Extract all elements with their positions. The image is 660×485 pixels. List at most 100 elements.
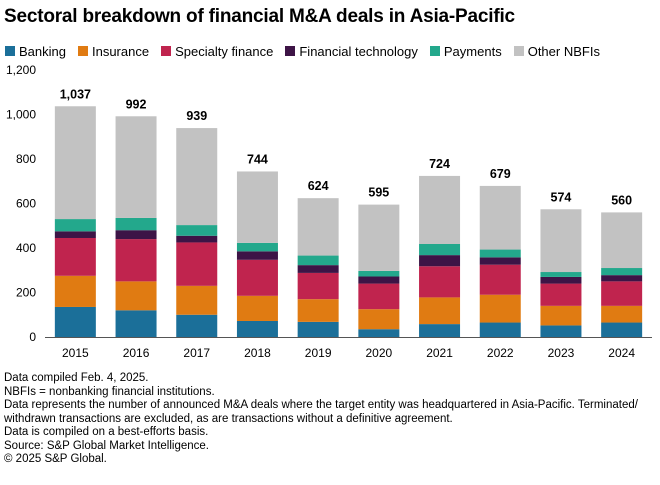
total-label-2018: 744 — [247, 152, 268, 166]
bar-segment-payments-2019 — [297, 255, 339, 266]
legend-item-payments: Payments — [429, 43, 502, 59]
y-tick-label: 0 — [29, 330, 36, 344]
bar-segment-specialty-finance-2021 — [419, 266, 461, 298]
bar-segment-payments-2015 — [54, 219, 96, 232]
y-tick-label: 600 — [16, 197, 36, 211]
total-label-2016: 992 — [126, 97, 147, 111]
bar-segment-banking-2019 — [297, 321, 339, 337]
bar-segment-insurance-2018 — [236, 295, 278, 321]
bar-segment-banking-2015 — [54, 306, 96, 337]
bar-segment-financial-technology-2022 — [479, 257, 521, 265]
bar-segment-insurance-2024 — [601, 305, 643, 323]
bar-segment-financial-technology-2015 — [54, 231, 96, 238]
bar-segment-financial-technology-2024 — [601, 275, 643, 282]
legend-label-payments: Payments — [443, 43, 502, 59]
bar-segment-payments-2017 — [176, 225, 218, 236]
total-label-2020: 595 — [368, 186, 389, 200]
legend-swatch-insurance — [77, 46, 88, 56]
bar-segment-specialty-finance-2015 — [54, 237, 96, 276]
bar-segment-payments-2022 — [479, 249, 521, 258]
x-tick-label-2015: 2015 — [62, 346, 89, 360]
bar-segment-financial-technology-2016 — [115, 230, 157, 240]
bar-segment-specialty-finance-2019 — [297, 272, 339, 300]
bar-segment-banking-2021 — [419, 324, 461, 337]
x-tick-label-2019: 2019 — [305, 346, 332, 360]
note-copyright: © 2025 S&P Global. — [4, 453, 107, 465]
x-tick-label-2020: 2020 — [365, 346, 392, 360]
bar-segment-financial-technology-2019 — [297, 265, 339, 273]
y-tick-label: 1,000 — [6, 108, 36, 122]
bar-segment-specialty-finance-2020 — [358, 283, 400, 310]
bar-segment-payments-2018 — [236, 242, 278, 252]
y-tick-label: 800 — [16, 152, 36, 166]
bar-segment-other-nbfis-2018 — [236, 171, 278, 243]
bar-segment-other-nbfis-2024 — [601, 212, 643, 269]
bar-segment-insurance-2022 — [479, 294, 521, 323]
bar-segment-financial-technology-2020 — [358, 276, 400, 284]
legend-swatch-payments — [429, 46, 440, 56]
note-data-description: Data represents the number of announced … — [4, 399, 638, 425]
bar-segment-financial-technology-2017 — [176, 235, 218, 243]
bar-segment-other-nbfis-2017 — [176, 128, 218, 226]
bar-segment-other-nbfis-2022 — [479, 185, 521, 250]
x-tick-label-2021: 2021 — [426, 346, 453, 360]
bar-segment-banking-2022 — [479, 322, 521, 337]
bar-segment-other-nbfis-2021 — [419, 175, 461, 244]
x-tick-label-2022: 2022 — [487, 346, 514, 360]
y-tick-label: 1,200 — [6, 63, 36, 77]
bar-segment-insurance-2020 — [358, 309, 400, 330]
legend-swatch-banking — [5, 46, 15, 56]
bar-segment-other-nbfis-2015 — [54, 106, 96, 220]
legend-swatch-other-nbfis — [513, 46, 524, 56]
bar-segment-specialty-finance-2023 — [540, 283, 582, 306]
legend-label-specialty-finance: Specialty finance — [175, 43, 274, 59]
x-tick-label-2016: 2016 — [123, 346, 150, 360]
bar-segment-specialty-finance-2022 — [479, 264, 521, 295]
bar-segment-specialty-finance-2024 — [601, 281, 643, 306]
bar-segment-other-nbfis-2023 — [540, 209, 582, 273]
x-tick-label-2024: 2024 — [608, 346, 635, 360]
chart-legend: Banking Insurance Specialty finance Fina… — [5, 43, 612, 59]
legend-item-financial-technology: Financial technology — [285, 44, 418, 59]
note-nbfi-definition: NBFIs = nonbanking financial institution… — [4, 385, 215, 398]
legend-swatch-financial-technology — [285, 46, 296, 56]
x-tick-label-2017: 2017 — [183, 346, 210, 360]
legend-item-specialty-finance: Specialty finance — [161, 44, 273, 59]
bar-segment-banking-2023 — [540, 325, 582, 337]
legend-label-insurance: Insurance — [91, 43, 150, 59]
legend-item-insurance: Insurance — [77, 43, 150, 59]
bar-segment-insurance-2019 — [297, 299, 339, 322]
bar-segment-payments-2023 — [540, 272, 582, 277]
y-tick-label: 200 — [16, 286, 36, 300]
total-label-2019: 624 — [308, 179, 329, 193]
bar-segment-other-nbfis-2020 — [358, 204, 400, 271]
bar-segment-insurance-2023 — [540, 305, 582, 326]
stacked-bar-chart: 0 200 400 600 800 1,000 1,200 1,037 2015 992 2016 9… — [6, 63, 652, 360]
chart-notes: Data compiled Feb. 4, 2025. NBFIs = nonb… — [4, 372, 656, 467]
legend-label-banking: Banking — [19, 43, 66, 59]
bar-segment-specialty-finance-2017 — [176, 242, 218, 286]
note-source: Source: S&P Global Market Intelligence. — [4, 439, 209, 452]
bar-segment-financial-technology-2018 — [236, 251, 278, 260]
bar-segment-insurance-2015 — [54, 275, 96, 307]
bar-segment-financial-technology-2023 — [540, 276, 582, 284]
bar-segment-payments-2024 — [601, 268, 643, 276]
bar-segment-insurance-2017 — [176, 285, 218, 315]
x-tick-label-2018: 2018 — [244, 346, 271, 360]
bar-segment-banking-2017 — [176, 314, 218, 337]
total-label-2021: 724 — [429, 157, 450, 171]
bar-segment-insurance-2021 — [419, 297, 461, 325]
x-tick-label-2023: 2023 — [548, 346, 575, 360]
total-label-2023: 574 — [551, 190, 572, 204]
note-best-efforts: Data is compiled on a best-efforts basis… — [4, 426, 209, 438]
total-label-2022: 679 — [490, 167, 511, 181]
total-label-2015: 1,037 — [60, 87, 91, 101]
bar-segment-banking-2016 — [115, 310, 157, 337]
bar-segment-banking-2024 — [601, 322, 643, 337]
legend-item-banking: Banking — [5, 44, 66, 59]
bar-segment-payments-2021 — [419, 244, 461, 256]
bar-segment-specialty-finance-2018 — [236, 259, 278, 296]
legend-label-financial-technology: Financial technology — [299, 43, 418, 59]
legend-swatch-specialty-finance — [161, 46, 172, 56]
bar-segment-insurance-2016 — [115, 281, 157, 311]
